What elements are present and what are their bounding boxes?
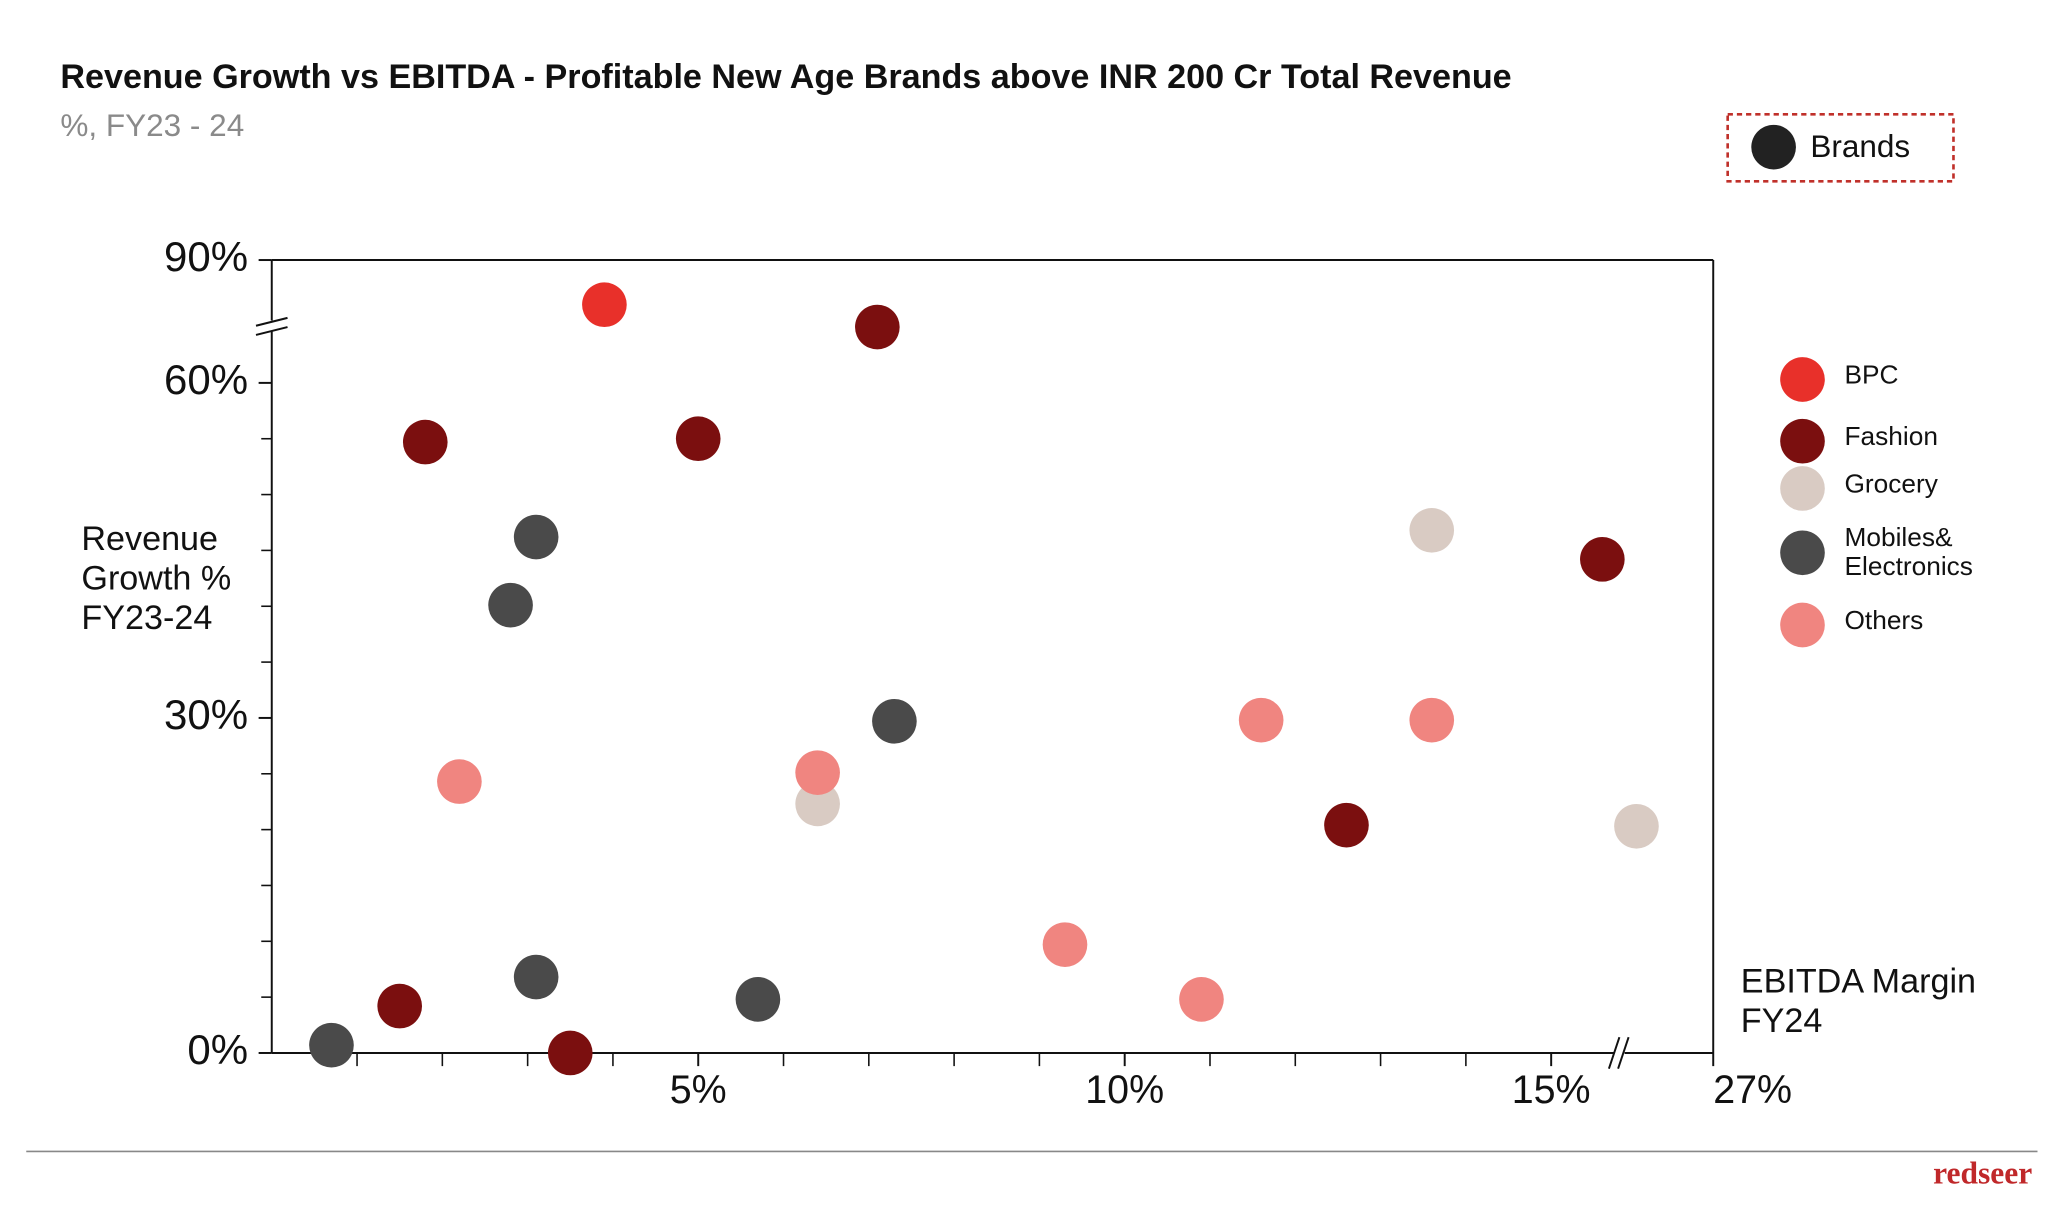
y-break-gap bbox=[263, 320, 280, 331]
annotation-marker bbox=[1751, 124, 1796, 170]
point bbox=[1042, 922, 1088, 967]
x-tick-label: 5% bbox=[670, 1068, 727, 1112]
annotation: Brands bbox=[1810, 128, 1910, 164]
legend-label: Fashion bbox=[1844, 422, 1938, 452]
point bbox=[795, 781, 840, 827]
legend-item: Mobiles& Electronics bbox=[1844, 523, 1973, 582]
y-break bbox=[255, 316, 288, 327]
x-label-box: EBITDA Margin FY24 bbox=[1740, 961, 1977, 1040]
legend-item: BPC bbox=[1844, 361, 1899, 391]
legend-label: Grocery bbox=[1844, 470, 1938, 499]
legend-item: Fashion bbox=[1844, 422, 1938, 452]
y-tick-label: 60% bbox=[164, 356, 248, 403]
x-break-gap bbox=[1614, 1045, 1625, 1061]
x-tick-label: 15% bbox=[1512, 1068, 1591, 1112]
y-label-box: Revenue Growth % FY23-24 bbox=[81, 518, 232, 637]
legend-item: Others bbox=[1844, 606, 1924, 636]
legend-label: BPC bbox=[1844, 361, 1899, 391]
y-tick-label: 30% bbox=[164, 691, 248, 738]
point bbox=[547, 1030, 593, 1076]
legend-label: Others bbox=[1844, 606, 1924, 636]
point bbox=[855, 304, 900, 350]
chart-title: Revenue Growth vs EBITDA - Profitable Ne… bbox=[60, 58, 1511, 96]
y-break bbox=[255, 326, 288, 336]
legend-label: Mobiles& Electronics bbox=[1844, 523, 1973, 582]
point bbox=[795, 750, 840, 795]
point bbox=[1179, 977, 1224, 1022]
legend-item: Grocery bbox=[1844, 470, 1938, 499]
legend-marker bbox=[1780, 357, 1825, 402]
legend-marker bbox=[1780, 418, 1825, 464]
legend-marker bbox=[1780, 602, 1825, 648]
point bbox=[1409, 507, 1455, 553]
point bbox=[513, 514, 559, 560]
x-tick-label: 27% bbox=[1713, 1068, 1792, 1112]
point bbox=[872, 698, 917, 744]
point bbox=[437, 759, 482, 804]
point bbox=[402, 419, 448, 465]
point bbox=[735, 977, 781, 1022]
x-axis-label: EBITDA Margin FY24 bbox=[1740, 961, 1977, 1040]
point bbox=[582, 282, 627, 328]
point bbox=[1614, 803, 1659, 849]
y-axis-label: Revenue Growth % FY23-24 bbox=[81, 518, 232, 637]
point bbox=[513, 954, 559, 1000]
chart-subtitle: %, FY23 - 24 bbox=[60, 107, 244, 143]
x-break bbox=[1617, 1036, 1630, 1070]
x-tick-label: 10% bbox=[1085, 1068, 1164, 1112]
source-logo: redseer bbox=[1933, 1156, 2032, 1191]
y-tick-label: 0% bbox=[187, 1026, 248, 1073]
point bbox=[1324, 802, 1369, 848]
point bbox=[1409, 697, 1455, 743]
legend-marker bbox=[1780, 530, 1825, 576]
legend-marker bbox=[1780, 466, 1825, 511]
point bbox=[309, 1022, 354, 1068]
annotation-box bbox=[1726, 113, 1955, 183]
y-tick-label: 90% bbox=[164, 233, 248, 280]
x-break bbox=[1607, 1036, 1621, 1070]
point bbox=[1238, 697, 1284, 743]
point bbox=[377, 983, 423, 1029]
point bbox=[675, 416, 721, 462]
point bbox=[488, 582, 533, 628]
point bbox=[1580, 537, 1625, 582]
